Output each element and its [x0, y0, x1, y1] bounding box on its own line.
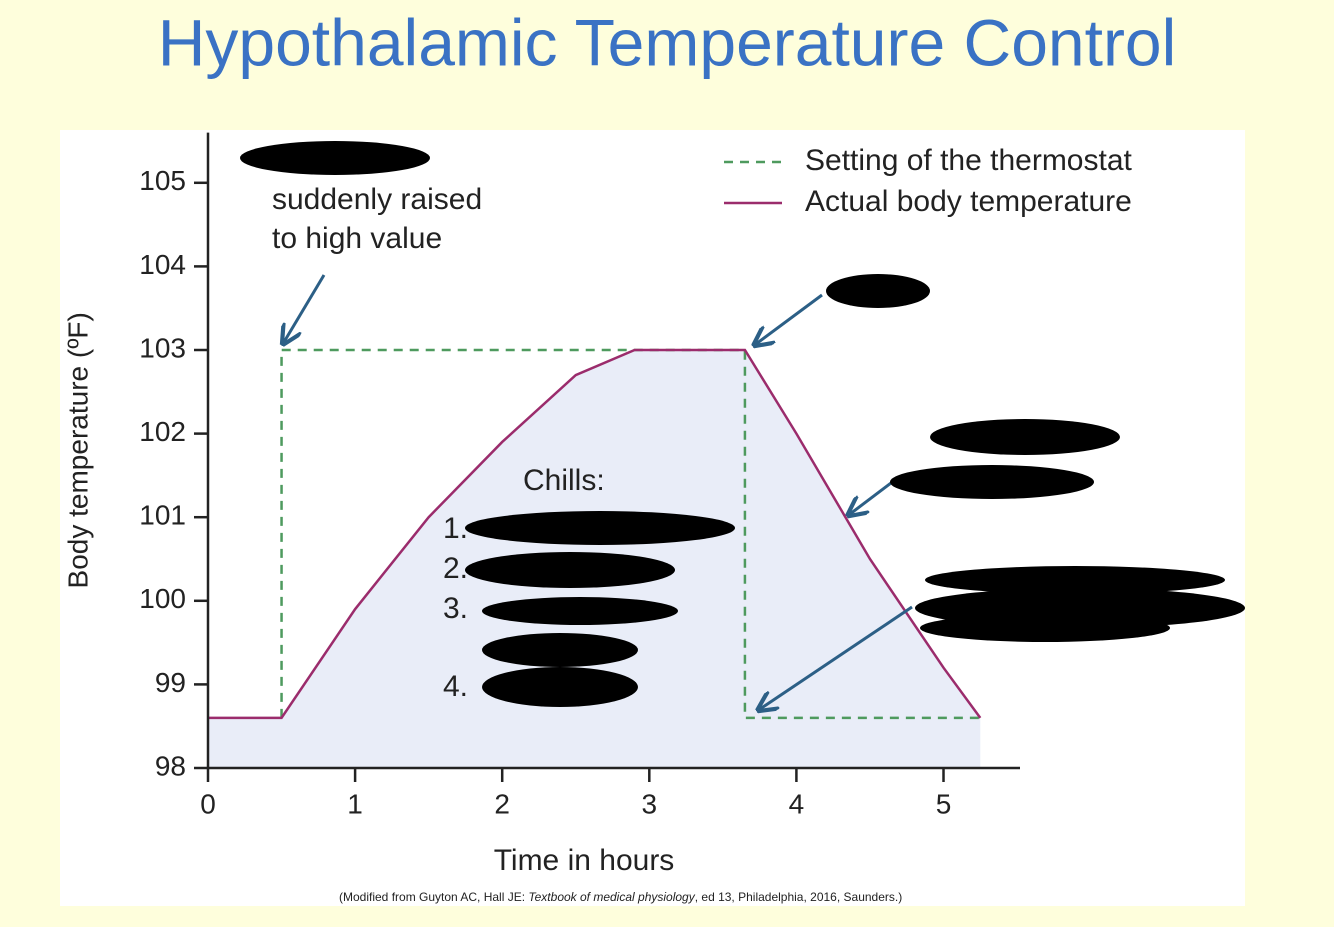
- redaction: [240, 141, 430, 175]
- y-tick-label: 102: [139, 416, 186, 447]
- source-prefix: (Modified from Guyton AC, Hall JE:: [339, 890, 528, 904]
- series-line: [208, 348, 982, 720]
- arrow: [284, 274, 326, 342]
- source-suffix: , ed 13, Philadelphia, 2016, Saunders.): [695, 890, 902, 904]
- arrow: [756, 293, 823, 344]
- annotation: 2.: [443, 552, 468, 585]
- arrow: [850, 478, 896, 514]
- annotation: 4.: [443, 670, 468, 703]
- y-tick-label: 99: [155, 667, 186, 698]
- x-tick-label: 0: [200, 788, 216, 819]
- redaction: [925, 566, 1225, 594]
- annotation: Chills:: [523, 464, 605, 497]
- arrow: [760, 605, 913, 709]
- redaction: [890, 465, 1094, 499]
- redactions: [240, 141, 1245, 707]
- y-tick-label: 104: [139, 249, 186, 280]
- legend-label: Setting of the thermostat: [805, 144, 1133, 177]
- redaction: [465, 552, 675, 588]
- redaction: [482, 597, 678, 625]
- legend-label: Actual body temperature: [805, 185, 1132, 218]
- y-tick-label: 105: [139, 165, 186, 196]
- x-tick-label: 1: [347, 788, 363, 819]
- redaction: [826, 274, 930, 308]
- annotation: to high value: [272, 222, 442, 255]
- source-book: Textbook of medical physiology: [528, 890, 695, 904]
- redaction: [482, 667, 638, 707]
- x-tick-label: 5: [936, 788, 952, 819]
- annotation: 3.: [443, 592, 468, 625]
- redaction: [482, 633, 638, 667]
- y-tick-label: 101: [139, 500, 186, 531]
- y-tick-label: 98: [155, 750, 186, 781]
- x-tick-label: 4: [789, 788, 805, 819]
- annotation: 1.: [443, 512, 468, 545]
- slide-title: Hypothalamic Temperature Control: [158, 5, 1177, 79]
- x-axis-label: Time in hours: [494, 844, 675, 877]
- y-tick-label: 100: [139, 583, 186, 614]
- x-tick-label: 3: [642, 788, 658, 819]
- redaction: [465, 511, 735, 545]
- redaction: [930, 419, 1120, 455]
- series-line: [280, 348, 981, 720]
- arrows: [284, 274, 913, 709]
- x-tick-label: 2: [494, 788, 510, 819]
- y-axis-label: Body temperature (ºF): [62, 312, 93, 588]
- redaction: [920, 614, 1170, 642]
- annotation: suddenly raised: [272, 183, 482, 216]
- y-tick-label: 103: [139, 332, 186, 363]
- source-note: (Modified from Guyton AC, Hall JE: Textb…: [339, 890, 902, 904]
